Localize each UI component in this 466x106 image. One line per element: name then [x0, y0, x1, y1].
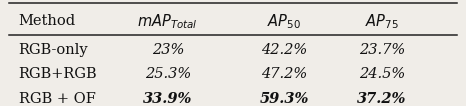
Text: Method: Method [19, 14, 76, 28]
Text: 23.7%: 23.7% [359, 43, 405, 57]
Text: RGB-only: RGB-only [19, 43, 88, 57]
Text: $AP_{75}$: $AP_{75}$ [365, 12, 399, 31]
Text: 24.5%: 24.5% [359, 67, 405, 81]
Text: 42.2%: 42.2% [261, 43, 308, 57]
Text: 59.3%: 59.3% [260, 92, 309, 106]
Text: RGB+RGB: RGB+RGB [19, 67, 97, 81]
Text: 47.2%: 47.2% [261, 67, 308, 81]
Text: $AP_{50}$: $AP_{50}$ [267, 12, 301, 31]
Text: RGB + OF: RGB + OF [19, 92, 96, 106]
Text: $mAP_{Total}$: $mAP_{Total}$ [137, 12, 198, 31]
Text: 23%: 23% [151, 43, 184, 57]
Text: 25.3%: 25.3% [144, 67, 191, 81]
Text: 37.2%: 37.2% [357, 92, 407, 106]
Text: 33.9%: 33.9% [143, 92, 192, 106]
